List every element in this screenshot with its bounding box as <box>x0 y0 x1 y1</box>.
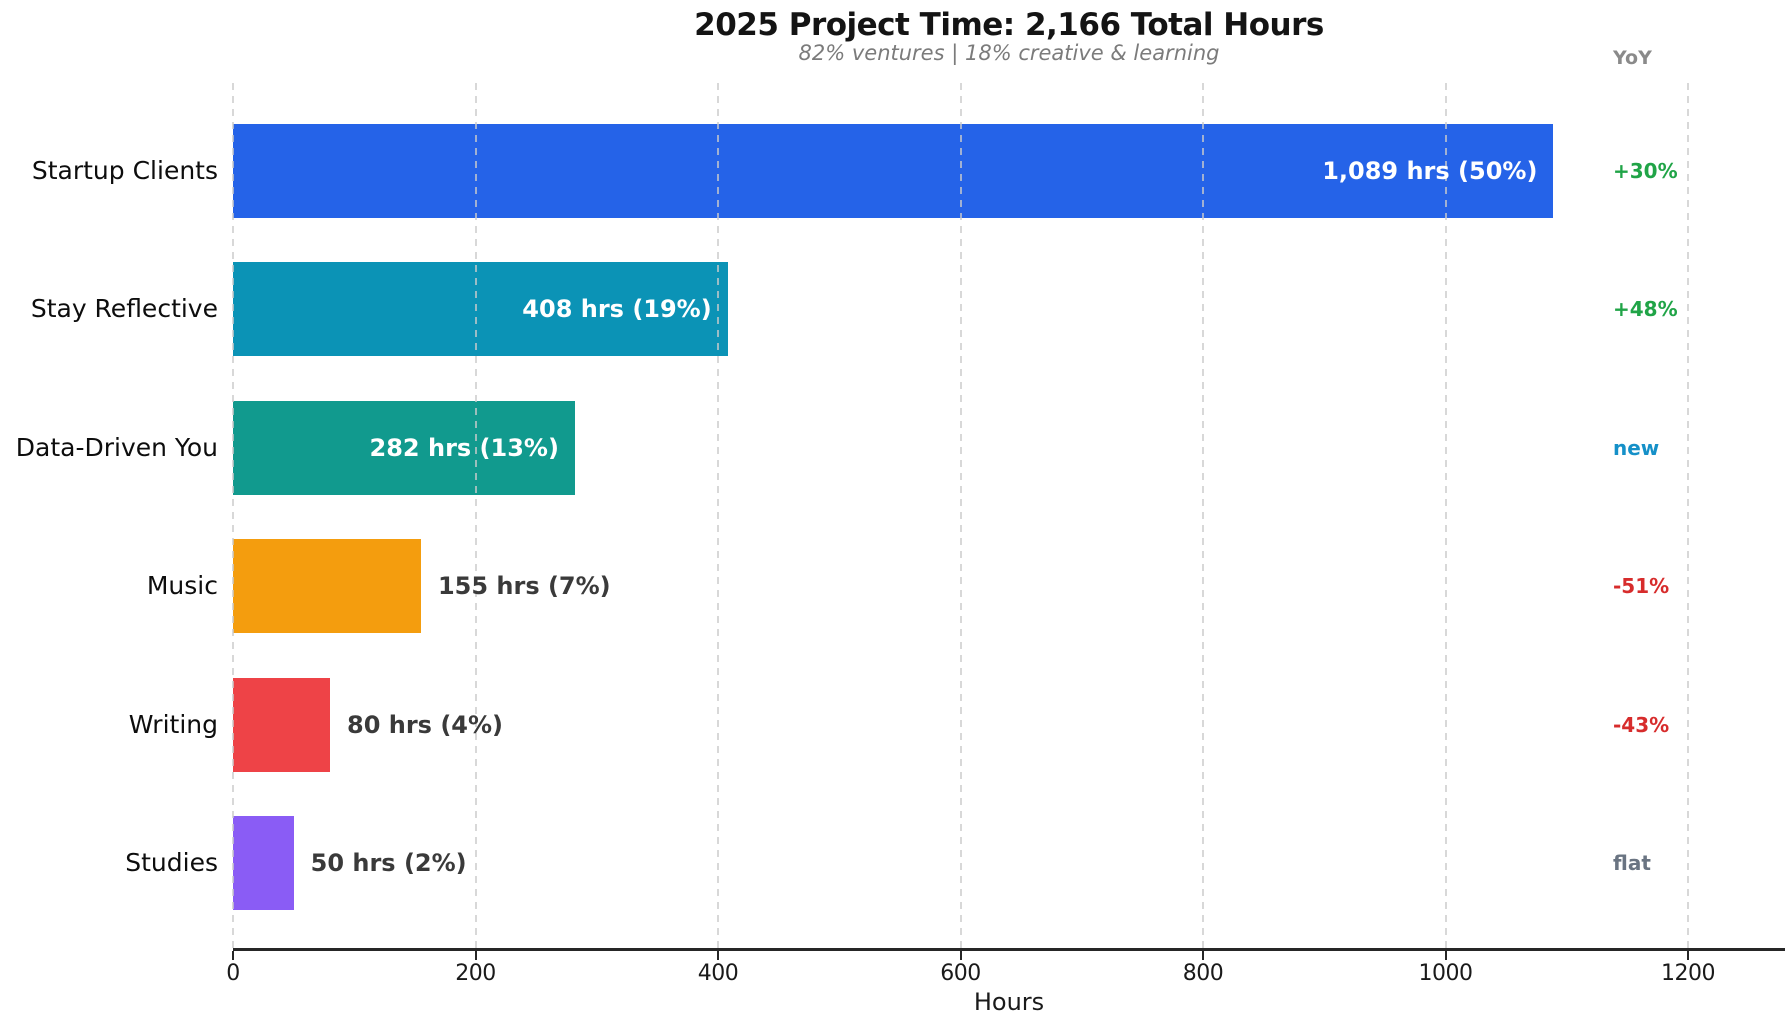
category-label: Music <box>146 571 218 601</box>
category-label: Data-Driven You <box>15 432 218 462</box>
x-tick-mark <box>474 951 477 960</box>
x-tick-label: 1000 <box>1418 961 1474 986</box>
bar-row-startup-clients: Startup Clients 1,089 hrs (50%) +30% <box>0 124 1785 218</box>
bar-row-writing: Writing 80 hrs (4%) -43% <box>0 677 1785 772</box>
yoy-value: +48% <box>1613 297 1678 322</box>
category-label: Writing <box>128 709 218 739</box>
bar-value-label: 282 hrs (13%) <box>369 433 559 462</box>
bar-studies <box>233 816 294 910</box>
x-tick-mark <box>717 951 719 960</box>
bar-value-label: 80 hrs (4%) <box>347 710 503 739</box>
x-tick-label: 0 <box>226 961 240 986</box>
bar-startup-clients <box>233 124 1554 218</box>
bar-row-stay-reflective: Stay Reflective 408 hrs (19%) +48% <box>0 262 1785 357</box>
bar-value-label: 408 hrs (19%) <box>522 295 712 324</box>
bar-row-studies: Studies 50 hrs (2%) flat <box>0 816 1785 910</box>
yoy-value: -43% <box>1613 712 1670 737</box>
chart-title: 2025 Project Time: 2,166 Total Hours <box>694 7 1324 43</box>
bar-data-driven-you <box>233 400 575 495</box>
category-label: Startup Clients <box>31 156 218 185</box>
yoy-value: -51% <box>1613 574 1670 599</box>
x-tick-mark <box>232 951 234 960</box>
x-tick-mark <box>1202 951 1204 960</box>
yoy-value: +30% <box>1613 159 1678 183</box>
x-tick-label: 600 <box>940 961 981 986</box>
bar-value-label: 155 hrs (7%) <box>437 572 611 601</box>
x-axis-line <box>233 948 1785 951</box>
yoy-value: new <box>1613 435 1660 460</box>
x-tick-label: 400 <box>697 961 739 986</box>
bar-value-label: 1,089 hrs (50%) <box>1322 157 1538 185</box>
x-tick-label: 1200 <box>1661 961 1716 986</box>
x-tick-mark <box>1687 951 1689 960</box>
bar-music <box>233 539 421 634</box>
bar-row-data-driven-you: Data-Driven You 282 hrs (13%) new <box>0 400 1785 495</box>
category-label: Stay Reflective <box>30 294 218 324</box>
bar-stay-reflective <box>233 262 728 357</box>
x-tick-label: 200 <box>455 961 496 986</box>
bar-row-music: Music 155 hrs (7%) -51% <box>0 539 1785 634</box>
bar-value-label: 50 hrs (2%) <box>310 849 467 877</box>
x-tick-label: 800 <box>1182 961 1224 986</box>
x-axis-title: Hours <box>973 988 1045 1016</box>
x-tick-mark <box>1444 951 1447 960</box>
yoy-column-header: YoY <box>1613 47 1652 69</box>
chart-subtitle: 82% ventures | 18% creative & learning <box>798 41 1220 65</box>
bar-writing <box>233 677 330 772</box>
x-tick-mark <box>959 951 962 960</box>
category-label: Studies <box>125 848 218 877</box>
yoy-value: flat <box>1613 851 1651 875</box>
